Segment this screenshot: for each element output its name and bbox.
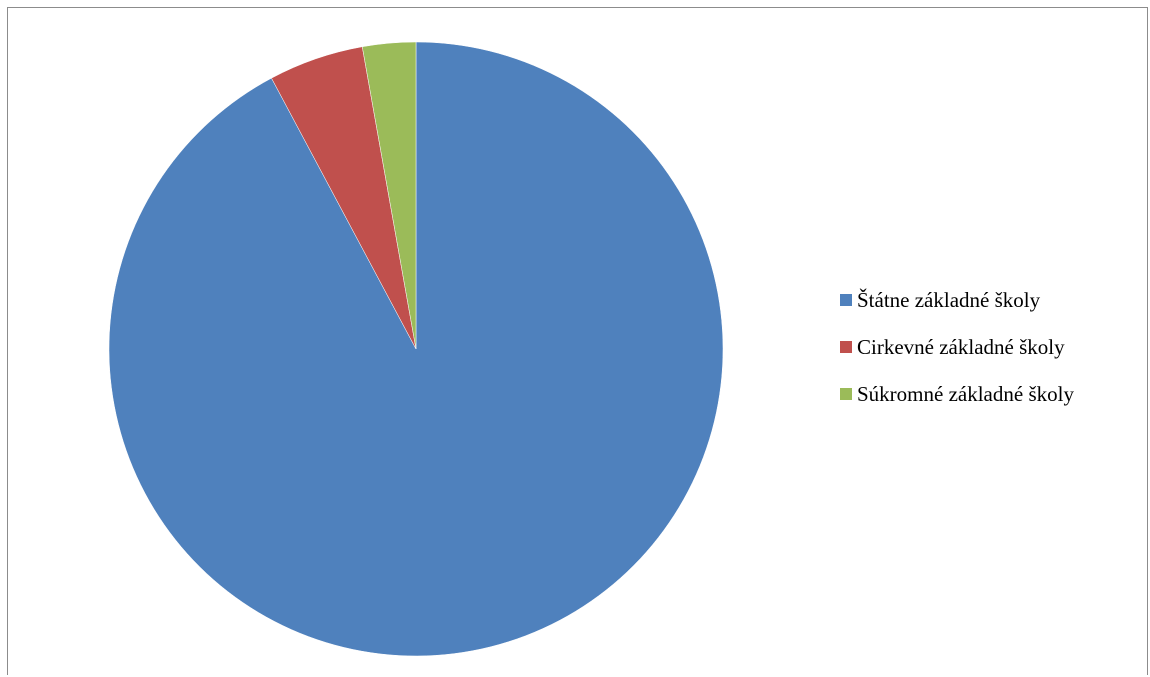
slice-sukromne bbox=[361, 41, 417, 350]
legend-label-cirkevne: Cirkevné základné školy bbox=[857, 334, 1065, 359]
legend-swatch-cirkevne bbox=[840, 341, 852, 353]
legend-label-statne: Štátne základné školy bbox=[857, 287, 1041, 312]
pie-slices bbox=[108, 41, 724, 657]
legend-label-sukromne: Súkromné základné školy bbox=[857, 381, 1074, 406]
legend-item-cirkevne: Cirkevné základné školy bbox=[840, 335, 1140, 359]
legend: Štátne základné školy Cirkevné základné … bbox=[840, 288, 1140, 429]
legend-swatch-sukromne bbox=[840, 388, 852, 400]
legend-swatch-statne bbox=[840, 294, 852, 306]
legend-item-sukromne: Súkromné základné školy bbox=[840, 382, 1140, 406]
legend-item-statne: Štátne základné školy bbox=[840, 288, 1140, 312]
